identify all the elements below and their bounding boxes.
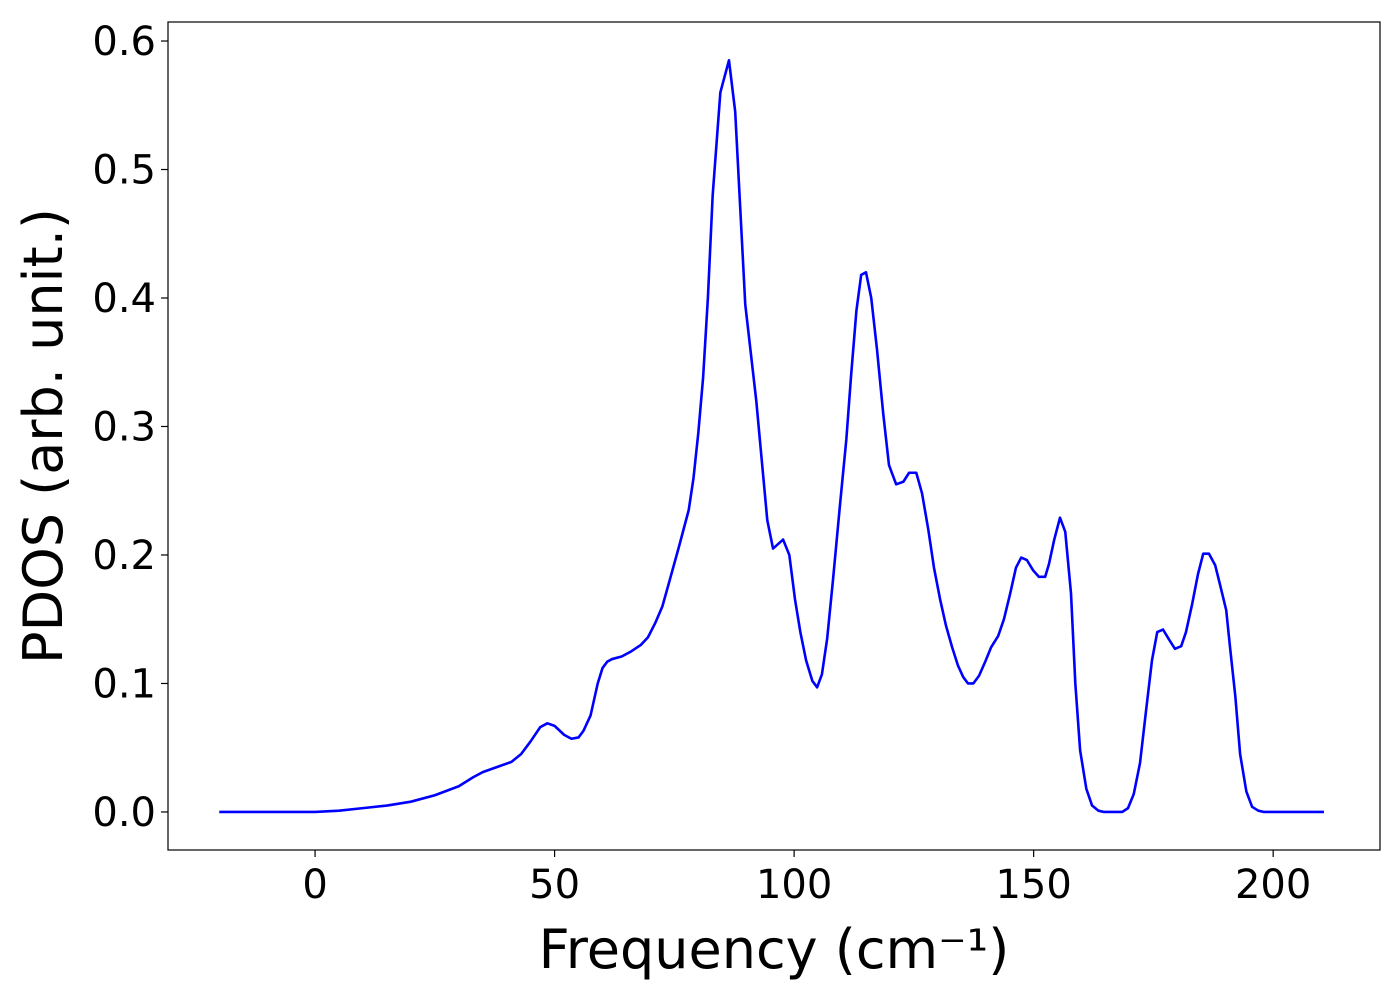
x-tick-label: 0 bbox=[302, 862, 327, 908]
plot-frame bbox=[167, 21, 1381, 851]
x-tick-label: 200 bbox=[1235, 862, 1311, 908]
y-tick-label: 0.6 bbox=[92, 19, 156, 65]
y-axis-label: PDOS (arb. unit.) bbox=[12, 208, 75, 664]
y-tick-label: 0.4 bbox=[92, 276, 156, 322]
y-tick-label: 0.5 bbox=[92, 148, 156, 194]
x-axis-label: Frequency (cm⁻¹) bbox=[539, 918, 1010, 981]
data-line bbox=[219, 58, 1324, 814]
y-tick-label: 0.2 bbox=[92, 533, 156, 579]
x-tick-label: 50 bbox=[529, 862, 580, 908]
x-tick-label: 150 bbox=[995, 862, 1071, 908]
y-tick-label: 0.1 bbox=[92, 661, 156, 707]
x-tick-label: 100 bbox=[756, 862, 832, 908]
y-tick-label: 0.0 bbox=[92, 790, 156, 836]
y-tick-label: 0.3 bbox=[92, 404, 156, 450]
